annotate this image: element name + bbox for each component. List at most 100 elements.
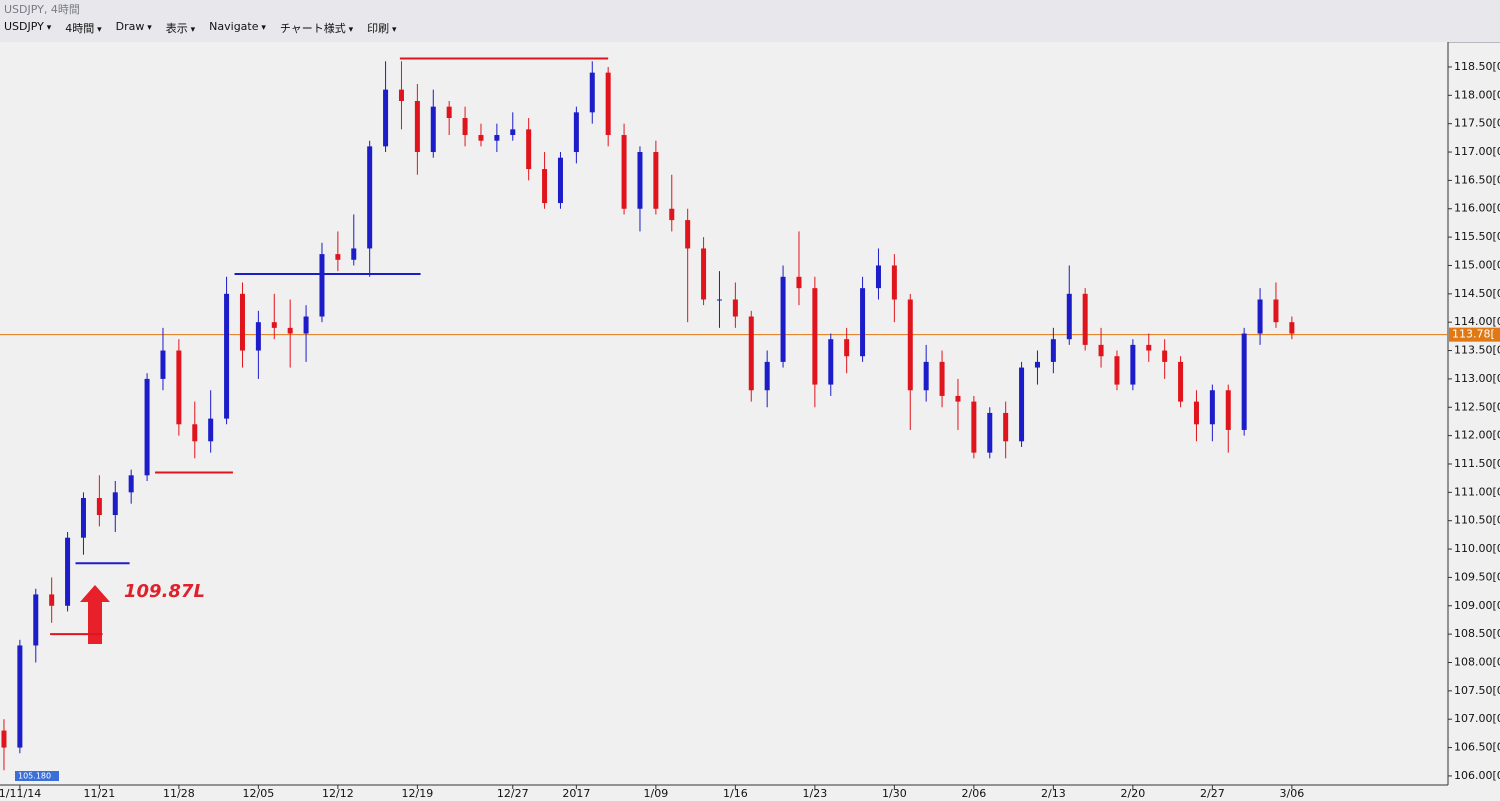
chart: 109.87L 105.180 106.00[0 106.50[0 107.00[0… xyxy=(0,42,1500,800)
candle-body xyxy=(1050,339,1056,362)
y-tick-label: 111.00[0 xyxy=(1454,485,1500,498)
x-tick-label: 1/16 xyxy=(723,787,748,800)
candle-body xyxy=(653,152,659,209)
x-tick-label: 11/21 xyxy=(84,787,116,800)
candle-body xyxy=(49,594,55,606)
x-tick-label: 2/06 xyxy=(962,787,987,800)
candle-body xyxy=(1082,293,1088,345)
x-tick-label: 12/12 xyxy=(322,787,354,800)
candle-body xyxy=(1193,401,1199,425)
y-tick-label: 107.50[0 xyxy=(1454,684,1500,697)
plot-area xyxy=(0,42,1448,785)
candle-body xyxy=(335,254,341,260)
y-tick-label: 112.00[0 xyxy=(1454,429,1500,442)
candle-body xyxy=(1162,350,1168,362)
candle-body xyxy=(1,730,7,748)
candle-body xyxy=(17,645,23,748)
candle-body xyxy=(65,537,71,606)
candle-body xyxy=(701,248,707,300)
last-price-label: 113.78[ xyxy=(1452,328,1495,341)
candle-body xyxy=(637,152,643,209)
candle-body xyxy=(732,299,738,317)
y-tick-label: 110.00[0 xyxy=(1454,542,1500,555)
toolbar-item[interactable]: USDJPY xyxy=(4,20,51,36)
y-tick-label: 118.50[0 xyxy=(1454,60,1500,73)
x-tick-label: 1/30 xyxy=(882,787,907,800)
candle-body xyxy=(80,498,86,538)
candle-body xyxy=(398,89,404,101)
candle-body xyxy=(780,276,786,362)
candle-body xyxy=(1273,299,1279,323)
y-tick-label: 114.00[0 xyxy=(1454,315,1500,328)
candle-body xyxy=(367,146,373,249)
candle-body xyxy=(526,129,532,170)
candle-body xyxy=(955,395,961,402)
candle-body xyxy=(208,418,214,442)
toolbar-items: USDJPY 4時間 Draw 表示 Navigate チャート様式印刷 xyxy=(4,20,397,36)
candle-body xyxy=(510,129,516,136)
x-tick-label: 12/27 xyxy=(497,787,529,800)
candle-body xyxy=(128,475,134,493)
candle-body xyxy=(319,254,325,317)
candle-body xyxy=(828,339,834,385)
candle-body xyxy=(891,265,897,300)
y-tick-label: 107.00[0 xyxy=(1454,712,1500,725)
candle-body xyxy=(144,378,150,476)
candle-body xyxy=(33,594,39,646)
window-title: USDJPY, 4時間 xyxy=(4,3,80,16)
candle-body xyxy=(192,424,198,442)
candle-body xyxy=(987,412,993,453)
candle-body xyxy=(923,361,929,391)
candle-body xyxy=(796,276,802,289)
candle-body xyxy=(844,339,850,357)
candle-body xyxy=(621,135,627,209)
y-tick-label: 115.50[0 xyxy=(1454,230,1500,243)
candle-body xyxy=(1098,344,1104,357)
candle-body xyxy=(573,112,579,153)
candle-body xyxy=(287,327,293,334)
toolbar-item[interactable]: Draw xyxy=(116,20,152,36)
candle-body xyxy=(605,72,611,136)
candle-body xyxy=(1289,322,1295,334)
candle-body xyxy=(414,100,420,153)
toolbar: USDJPY, 4時間 USDJPY 4時間 Draw 表示 Navigate チャート様… xyxy=(0,0,1500,43)
candle-body xyxy=(1257,299,1263,334)
candle-body xyxy=(255,322,261,351)
candle-body xyxy=(1178,361,1184,402)
last-price-tag xyxy=(1449,327,1500,342)
candle-body xyxy=(303,316,309,334)
candle-body xyxy=(860,288,866,357)
candle-body xyxy=(239,293,245,351)
y-tick-label: 118.00[0 xyxy=(1454,88,1500,101)
y-tick-label: 116.00[0 xyxy=(1454,202,1500,215)
y-tick-label: 117.00[0 xyxy=(1454,145,1500,158)
x-tick-label: 2/20 xyxy=(1121,787,1146,800)
candle-body xyxy=(351,248,357,260)
candle-body xyxy=(160,350,166,379)
y-tick-label: 109.00[0 xyxy=(1454,599,1500,612)
candle-body xyxy=(557,157,563,204)
y-tick-label: 117.50[0 xyxy=(1454,117,1500,130)
x-tick-label: 1/09 xyxy=(644,787,669,800)
low-tag xyxy=(15,771,59,781)
y-tick-label: 112.50[0 xyxy=(1454,400,1500,413)
toolbar-item[interactable]: チャート様式 xyxy=(280,20,353,36)
toolbar-item[interactable]: Navigate xyxy=(209,20,266,36)
toolbar-item[interactable]: 印刷 xyxy=(367,20,396,36)
toolbar-item[interactable]: 表示 xyxy=(166,20,195,36)
y-tick-label: 113.50[0 xyxy=(1454,344,1500,357)
candle-body xyxy=(1066,293,1072,340)
candle-body xyxy=(764,361,770,391)
candle-body xyxy=(271,322,277,328)
x-tick-label: 2/13 xyxy=(1041,787,1066,800)
x-tick-label: 11/28 xyxy=(163,787,195,800)
candle-body xyxy=(430,106,436,153)
y-tick-label: 106.50[0 xyxy=(1454,741,1500,754)
candle-body xyxy=(1241,333,1247,430)
y-tick-label: 108.50[0 xyxy=(1454,627,1500,640)
candle-body xyxy=(748,316,754,391)
candle-body xyxy=(383,89,389,147)
toolbar-item[interactable]: 4時間 xyxy=(65,20,101,36)
y-tick-label: 111.50[0 xyxy=(1454,457,1500,470)
candle-body xyxy=(907,299,913,391)
